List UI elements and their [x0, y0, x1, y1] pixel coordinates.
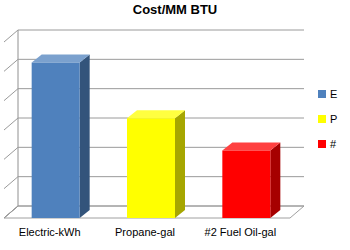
bar-side [175, 110, 185, 218]
grid-line-side [4, 59, 18, 71]
bars [32, 55, 281, 218]
bar [222, 151, 270, 218]
chart-container: Cost/MM BTU Electric-kWh Propane-gal #2 Fue… [0, 0, 350, 250]
legend-label: # [330, 138, 337, 150]
bar [32, 63, 80, 218]
chart-svg: Cost/MM BTU Electric-kWh Propane-gal #2 Fue… [0, 0, 350, 250]
grid-line-side [4, 177, 18, 189]
bar-side [270, 143, 280, 218]
bar [127, 118, 175, 218]
grid-line-side [4, 89, 18, 101]
legend-swatch [318, 90, 326, 98]
legend-label: E [330, 88, 337, 100]
grid-line [18, 30, 304, 31]
chart-title: Cost/MM BTU [133, 2, 218, 17]
grid-line-side [4, 147, 18, 159]
legend-label: P [330, 113, 337, 125]
bar-top [32, 55, 90, 63]
x-tick-label: Electric-kWh [19, 226, 81, 238]
grid-line-side [4, 206, 18, 218]
legend-swatch [318, 115, 326, 123]
bar-top [127, 110, 185, 118]
side-wall-edge [4, 206, 18, 218]
legend-swatch [318, 140, 326, 148]
grid-line-side [4, 30, 18, 42]
x-tick-label: #2 Fuel Oil-gal [205, 226, 277, 238]
x-tick-label: Propane-gal [115, 226, 175, 238]
grid-line-side [4, 118, 18, 130]
bar-side [80, 55, 90, 218]
bar-top [222, 143, 280, 151]
